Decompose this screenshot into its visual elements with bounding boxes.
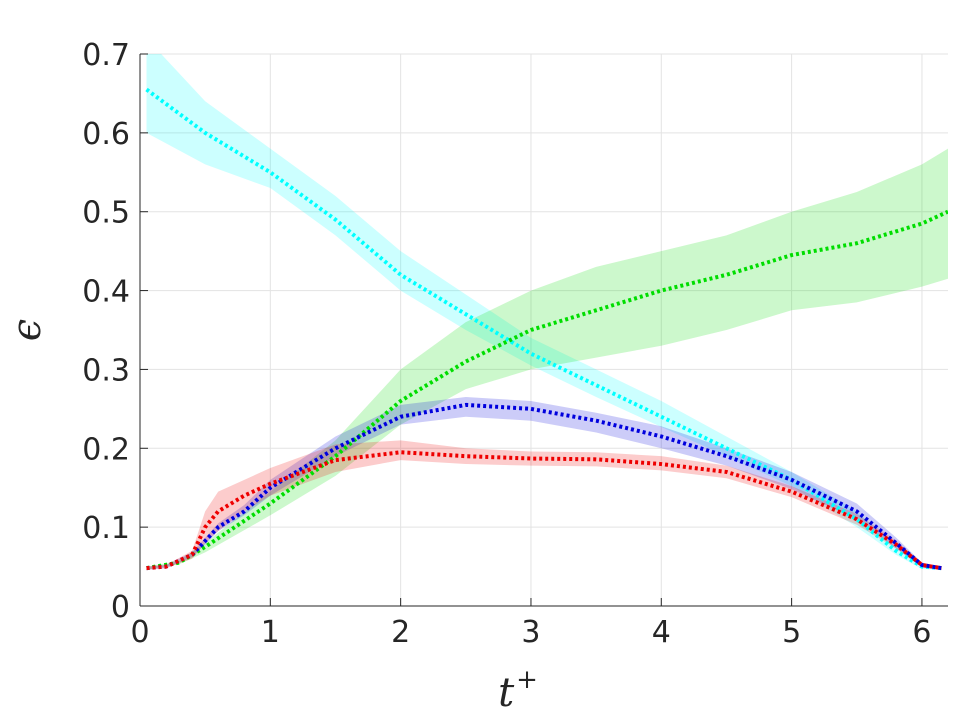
- series-2-line: [146, 402, 942, 571]
- axes: [139, 53, 948, 607]
- y-axis-label: ϵ: [4, 319, 50, 341]
- y-tick-label-1: 0.1: [82, 511, 130, 546]
- x-axis-label-main: t: [498, 670, 515, 716]
- x-tick-label-0: 0: [130, 615, 149, 650]
- y-tick-label-2: 0.2: [82, 432, 130, 467]
- series-0-band: [146, 54, 942, 570]
- series-lines: [145, 87, 948, 571]
- series-1-band: [146, 148, 948, 570]
- x-tick-label-6: 6: [912, 615, 931, 650]
- plot-background: [140, 54, 948, 606]
- x-tick-label-2: 2: [391, 615, 410, 650]
- y-tick-label-6: 0.6: [82, 117, 130, 152]
- y-tick-label-7: 0.7: [82, 38, 130, 73]
- x-axis-label: t+: [498, 665, 538, 716]
- x-tick-label-3: 3: [521, 615, 540, 650]
- y-tick-label-3: 0.3: [82, 353, 130, 388]
- series-1-line: [146, 209, 948, 571]
- y-tick-label-0: 0: [111, 590, 130, 625]
- x-tick-label-1: 1: [261, 615, 280, 650]
- x-axis-label-superscript: +: [516, 665, 538, 695]
- x-tick-label-5: 5: [782, 615, 801, 650]
- confidence-bands: [146, 54, 948, 570]
- y-tick-label-5: 0.5: [82, 196, 130, 231]
- x-tick-labels: 0 1 2 3 4 5 6: [130, 615, 931, 650]
- series-3-band: [146, 440, 942, 570]
- series-3-line: [146, 450, 942, 571]
- x-tick-label-4: 4: [652, 615, 671, 650]
- series-0-line: [145, 87, 942, 571]
- y-tick-label-4: 0.4: [82, 275, 130, 310]
- y-tick-labels: 0 0.1 0.2 0.3 0.4 0.5 0.6 0.7: [82, 38, 130, 625]
- series-2-band: [146, 397, 942, 570]
